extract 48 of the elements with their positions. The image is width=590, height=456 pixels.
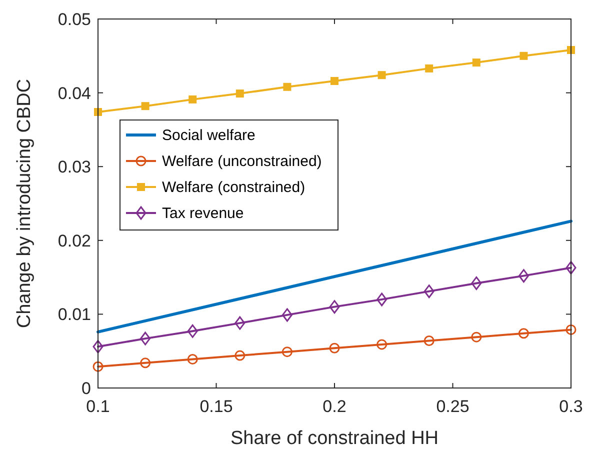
point	[92, 361, 104, 372]
point	[520, 52, 528, 60]
point	[378, 71, 386, 80]
y-tick-label: 0	[82, 379, 91, 398]
point	[187, 354, 198, 364]
point	[425, 64, 434, 72]
point	[188, 95, 197, 104]
point	[424, 284, 434, 298]
point	[472, 58, 480, 67]
point	[282, 346, 292, 358]
point	[92, 340, 104, 354]
legend-label: Social welfare	[162, 127, 256, 144]
point	[329, 300, 340, 314]
x-tick-label: 0.1	[86, 397, 110, 416]
point	[518, 269, 529, 283]
point	[566, 260, 576, 274]
x-tick-label: 0.25	[436, 397, 470, 416]
point	[234, 350, 246, 361]
point	[471, 276, 482, 290]
point	[236, 90, 244, 98]
y-tick-label: 0.03	[58, 158, 91, 177]
x-axis-title: Share of constrained HH	[230, 428, 439, 449]
point	[282, 308, 292, 322]
legend-label: Welfare (constrained)	[162, 179, 306, 196]
point	[330, 76, 338, 85]
point	[329, 342, 340, 354]
point	[283, 82, 292, 91]
point	[376, 339, 388, 350]
legend-label: Tax revenue	[162, 205, 244, 222]
x-tick-label: 0.15	[200, 397, 233, 416]
point	[376, 292, 388, 306]
y-tick-label: 0.04	[58, 84, 91, 103]
point	[234, 316, 246, 330]
point	[140, 358, 151, 368]
point	[566, 324, 576, 335]
point	[187, 324, 198, 338]
legend-label: Welfare (unconstrained)	[162, 153, 322, 170]
point	[141, 102, 150, 110]
point	[140, 332, 151, 346]
point	[424, 336, 434, 346]
x-tick-label: 0.3	[559, 397, 583, 416]
y-tick-label: 0.05	[58, 10, 91, 29]
y-axis-title: Change by introducing CBDC	[14, 78, 35, 328]
y-tick-label: 0.01	[58, 305, 91, 324]
point	[518, 328, 529, 339]
y-tick-label: 0.02	[58, 231, 91, 250]
x-tick-label: 0.2	[322, 397, 346, 416]
point	[471, 332, 482, 342]
